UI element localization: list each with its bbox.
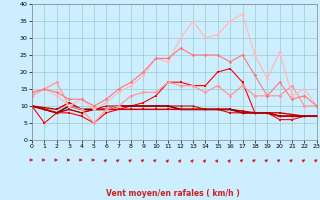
Text: Vent moyen/en rafales ( km/h ): Vent moyen/en rafales ( km/h ): [106, 189, 240, 198]
